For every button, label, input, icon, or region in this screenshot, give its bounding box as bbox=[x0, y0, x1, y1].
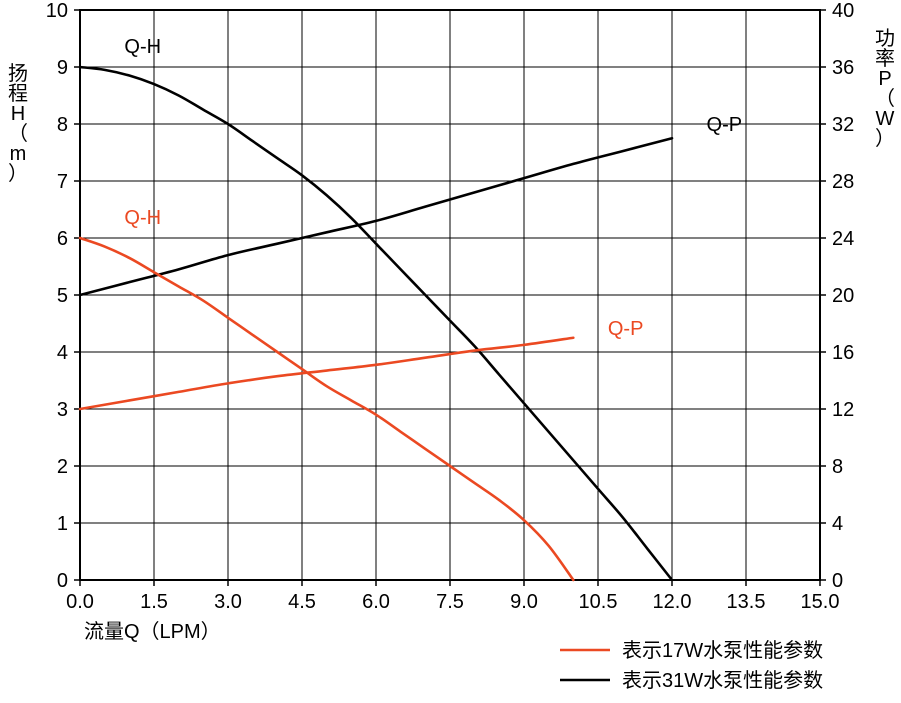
x-tick-label: 1.5 bbox=[140, 591, 168, 613]
y-left-tick-label: 2 bbox=[57, 456, 68, 478]
x-tick-label: 9.0 bbox=[510, 591, 538, 613]
y-right-tick-label: 40 bbox=[832, 0, 854, 22]
y-right-axis-label: 功率P（W） bbox=[875, 27, 895, 150]
series-label-QH_17W: Q-H bbox=[124, 207, 161, 229]
y-left-axis-label: 扬程H（m） bbox=[8, 62, 28, 185]
y-right-tick-label: 28 bbox=[832, 171, 854, 193]
chart-svg: 0.01.53.04.56.07.59.010.512.013.515.0012… bbox=[0, 0, 901, 703]
svg-text:m: m bbox=[10, 143, 27, 165]
pump-chart: 0.01.53.04.56.07.59.010.512.013.515.0012… bbox=[0, 0, 901, 703]
y-left-tick-label: 9 bbox=[57, 57, 68, 79]
svg-text:）: ） bbox=[875, 127, 895, 150]
y-left-tick-label: 5 bbox=[57, 285, 68, 307]
svg-text:）: ） bbox=[8, 162, 28, 185]
y-right-tick-label: 16 bbox=[832, 342, 854, 364]
x-tick-label: 7.5 bbox=[436, 591, 464, 613]
svg-text:（: （ bbox=[8, 122, 28, 145]
x-tick-label: 6.0 bbox=[362, 591, 390, 613]
y-left-tick-label: 6 bbox=[57, 228, 68, 250]
y-right-tick-label: 0 bbox=[832, 570, 843, 592]
x-tick-label: 3.0 bbox=[214, 591, 242, 613]
series-label-QH_31W: Q-H bbox=[124, 36, 161, 58]
x-tick-label: 13.5 bbox=[727, 591, 766, 613]
svg-text:W: W bbox=[876, 108, 895, 130]
x-tick-label: 10.5 bbox=[579, 591, 618, 613]
svg-text:（: （ bbox=[875, 87, 895, 110]
svg-text:H: H bbox=[11, 103, 25, 125]
x-tick-label: 15.0 bbox=[801, 591, 840, 613]
series-label-QP_17W: Q-P bbox=[608, 318, 644, 340]
y-right-tick-label: 36 bbox=[832, 57, 854, 79]
x-tick-label: 0.0 bbox=[66, 591, 94, 613]
y-left-tick-label: 3 bbox=[57, 399, 68, 421]
x-axis-label: 流量Q（LPM） bbox=[84, 620, 221, 643]
y-right-tick-label: 24 bbox=[832, 228, 854, 250]
x-tick-label: 12.0 bbox=[653, 591, 692, 613]
y-right-tick-label: 4 bbox=[832, 513, 843, 535]
legend-label: 表示17W水泵性能参数 bbox=[622, 639, 823, 662]
y-right-tick-label: 8 bbox=[832, 456, 843, 478]
y-left-tick-label: 4 bbox=[57, 342, 68, 364]
y-left-tick-label: 1 bbox=[57, 513, 68, 535]
svg-text:程: 程 bbox=[8, 82, 28, 105]
x-tick-label: 4.5 bbox=[288, 591, 316, 613]
y-left-tick-label: 0 bbox=[57, 570, 68, 592]
y-left-tick-label: 10 bbox=[46, 0, 68, 22]
y-right-tick-label: 12 bbox=[832, 399, 854, 421]
y-left-tick-label: 7 bbox=[57, 171, 68, 193]
y-left-tick-label: 8 bbox=[57, 114, 68, 136]
svg-text:P: P bbox=[878, 68, 891, 90]
svg-text:扬: 扬 bbox=[8, 62, 28, 85]
y-right-tick-label: 20 bbox=[832, 285, 854, 307]
series-label-QP_31W: Q-P bbox=[707, 114, 743, 136]
svg-text:率: 率 bbox=[875, 47, 895, 70]
legend-label: 表示31W水泵性能参数 bbox=[622, 669, 823, 692]
svg-text:功: 功 bbox=[875, 27, 895, 50]
y-right-tick-label: 32 bbox=[832, 114, 854, 136]
